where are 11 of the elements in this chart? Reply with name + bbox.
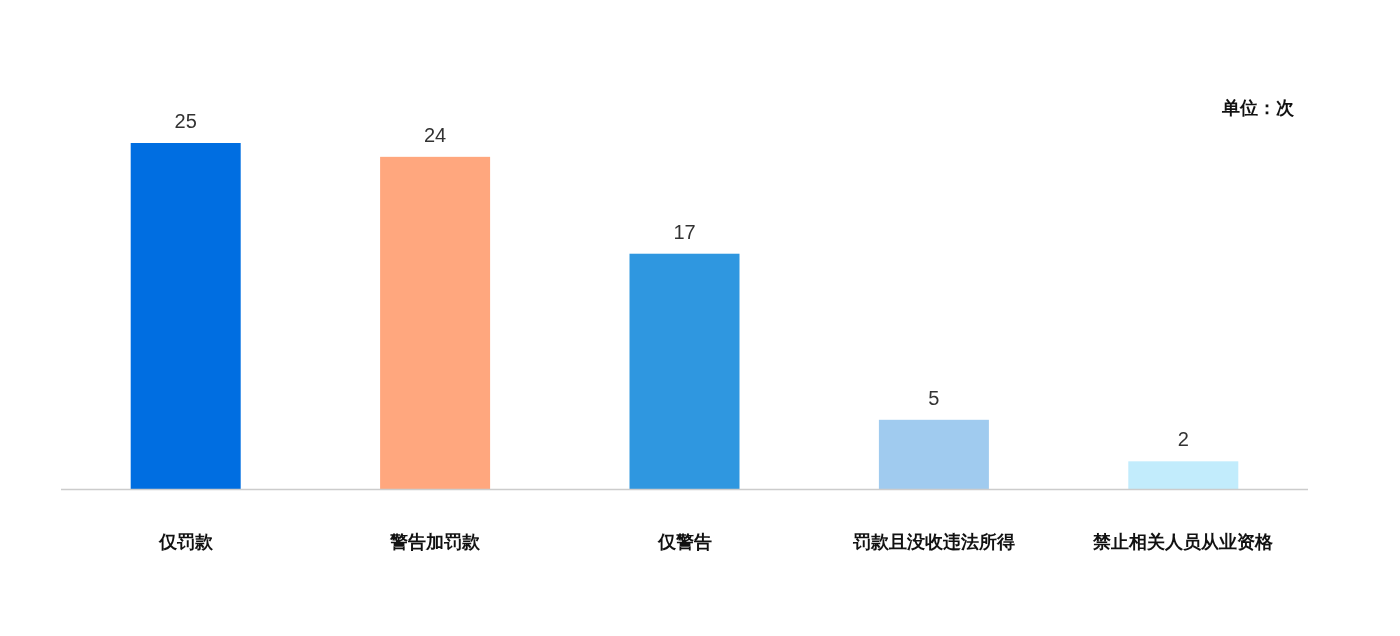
data-label: 25 (174, 110, 197, 132)
data-label: 5 (928, 386, 940, 409)
x-tick-label: 警告加罚款 (389, 532, 482, 552)
x-tick-label: 罚款且没收违法所得 (851, 532, 1015, 552)
data-label: 17 (673, 220, 696, 243)
x-tick-label: 禁止相关人员从业资格 (1092, 532, 1275, 552)
x-tick-label: 仅警告 (656, 532, 712, 552)
data-label: 2 (1177, 428, 1189, 451)
data-label: 24 (423, 123, 447, 146)
text: 单位：次 (1221, 98, 1295, 118)
x-tick-label: 仅罚款 (157, 532, 214, 552)
